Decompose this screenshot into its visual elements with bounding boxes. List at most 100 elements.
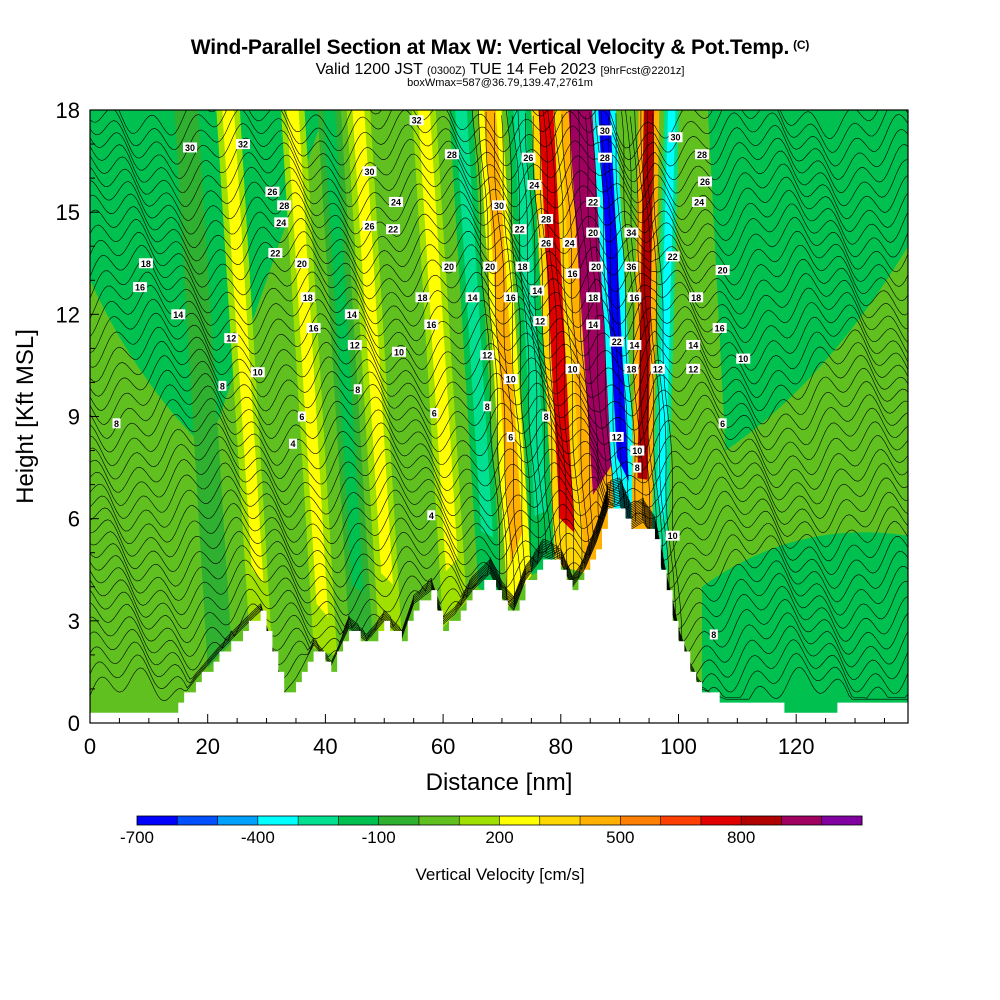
theta-label: 10 <box>736 353 751 364</box>
theta-label-bg <box>686 339 701 350</box>
theta-label: 14 <box>627 339 642 350</box>
theta-label: 22 <box>386 224 401 235</box>
y-tick-label: 18 <box>56 98 80 123</box>
theta-label-text: 10 <box>394 347 404 357</box>
theta-label-text: 16 <box>506 293 516 303</box>
theta-label-text: 24 <box>276 218 286 228</box>
theta-label-bg <box>430 408 439 419</box>
x-tick-label: 80 <box>549 734 573 759</box>
theta-contour-steep <box>625 110 651 529</box>
theta-label-text: 14 <box>588 320 598 330</box>
theta-label-text: 30 <box>600 126 610 136</box>
theta-label-text: 24 <box>529 180 539 190</box>
theta-label-bg <box>236 139 251 150</box>
theta-label-bg <box>465 292 480 303</box>
colorbar-swatch <box>580 816 621 825</box>
theta-label: 12 <box>650 363 665 374</box>
theta-label: 6 <box>506 431 515 442</box>
theta-label: 22 <box>665 251 680 262</box>
theta-label: 26 <box>697 176 712 187</box>
theta-label-bg <box>609 336 624 347</box>
theta-label: 8 <box>633 462 642 473</box>
theta-label-text: 16 <box>715 323 725 333</box>
theta-label-text: 12 <box>535 317 545 327</box>
theta-label: 22 <box>609 336 624 347</box>
theta-label-text: 12 <box>350 340 360 350</box>
theta-contour-steep <box>578 110 599 526</box>
chart-subtitle: Valid 1200 JST (0300Z) TUE 14 Feb 2023 [… <box>0 61 1000 79</box>
theta-label-bg <box>709 629 718 640</box>
theta-contour <box>90 497 908 671</box>
theta-label: 24 <box>562 237 577 248</box>
theta-contour <box>90 494 908 644</box>
theta-label-text: 10 <box>568 364 578 374</box>
theta-label-text: 14 <box>532 286 542 296</box>
theta-label: 24 <box>389 196 404 207</box>
theta-label: 10 <box>665 530 680 541</box>
theta-contour <box>90 163 908 221</box>
theta-label: 30 <box>362 166 377 177</box>
theta-label-bg <box>630 445 645 456</box>
theta-contour <box>90 394 908 461</box>
forecast-info: [9hrFcst@2201z] <box>600 65 685 77</box>
theta-label: 24 <box>274 217 289 228</box>
theta-label-bg <box>224 333 239 344</box>
valid-utc: (0300Z) <box>427 65 466 77</box>
theta-label-bg <box>250 367 265 378</box>
theta-label-text: 8 <box>114 419 119 429</box>
theta-contour <box>90 489 908 603</box>
theta-label: 8 <box>483 401 492 412</box>
theta-label-text: 20 <box>718 266 728 276</box>
theta-contour <box>90 485 908 576</box>
theta-label: 4 <box>427 510 436 521</box>
theta-label-bg <box>347 339 362 350</box>
theta-label-text: 18 <box>141 259 151 269</box>
theta-label-text: 30 <box>494 201 504 211</box>
y-tick-label: 12 <box>56 302 80 327</box>
colorbar-label: Vertical Velocity [cm/s] <box>415 865 584 884</box>
theta-label: 24 <box>692 196 707 207</box>
theta-label-bg <box>627 339 642 350</box>
theta-contour-steep <box>501 115 527 576</box>
theta-contour-steep <box>505 110 531 567</box>
theta-label-text: 20 <box>591 262 601 272</box>
theta-label-text: 24 <box>391 197 401 207</box>
theta-contour <box>90 230 908 288</box>
theta-contour-steep <box>634 110 664 569</box>
theta-contour <box>90 484 908 562</box>
theta-label-text: 4 <box>429 511 434 521</box>
theta-label: 14 <box>344 309 359 320</box>
theta-label-bg <box>712 322 727 333</box>
theta-label: 20 <box>586 227 601 238</box>
theta-label-text: 36 <box>626 262 636 272</box>
theta-label: 22 <box>586 196 601 207</box>
colorbar-swatch <box>499 816 541 825</box>
theta-label-bg <box>624 261 639 272</box>
theta-label-text: 8 <box>355 385 360 395</box>
colorbar-swatch <box>660 816 702 825</box>
theta-label: 22 <box>512 224 527 235</box>
theta-contour <box>90 244 908 302</box>
theta-label-bg <box>265 186 280 197</box>
theta-contour <box>90 203 908 262</box>
chart-title: Wind-Parallel Section at Max W: Vertical… <box>0 36 1000 60</box>
theta-label-bg <box>353 384 362 395</box>
theta-contour-steep <box>585 115 608 508</box>
y-tick-label: 6 <box>68 507 80 532</box>
theta-label-bg <box>530 285 545 296</box>
theta-label-bg <box>586 227 601 238</box>
theta-label-text: 12 <box>688 364 698 374</box>
theta-label-text: 18 <box>303 293 313 303</box>
x-tick-label: 0 <box>84 734 96 759</box>
theta-label: 26 <box>265 186 280 197</box>
theta-contour <box>90 434 908 506</box>
velocity-band-core <box>637 110 655 480</box>
y-tick-label: 3 <box>68 609 80 634</box>
x-tick-label: 40 <box>313 734 337 759</box>
theta-label: 28 <box>277 200 292 211</box>
theta-label-text: 16 <box>426 320 436 330</box>
theta-label-bg <box>692 196 707 207</box>
theta-label-bg <box>521 152 536 163</box>
theta-label-bg <box>444 149 459 160</box>
colorbar: -700 -400 -100 200 500 800 Vertical Velocity [… <box>120 815 863 884</box>
